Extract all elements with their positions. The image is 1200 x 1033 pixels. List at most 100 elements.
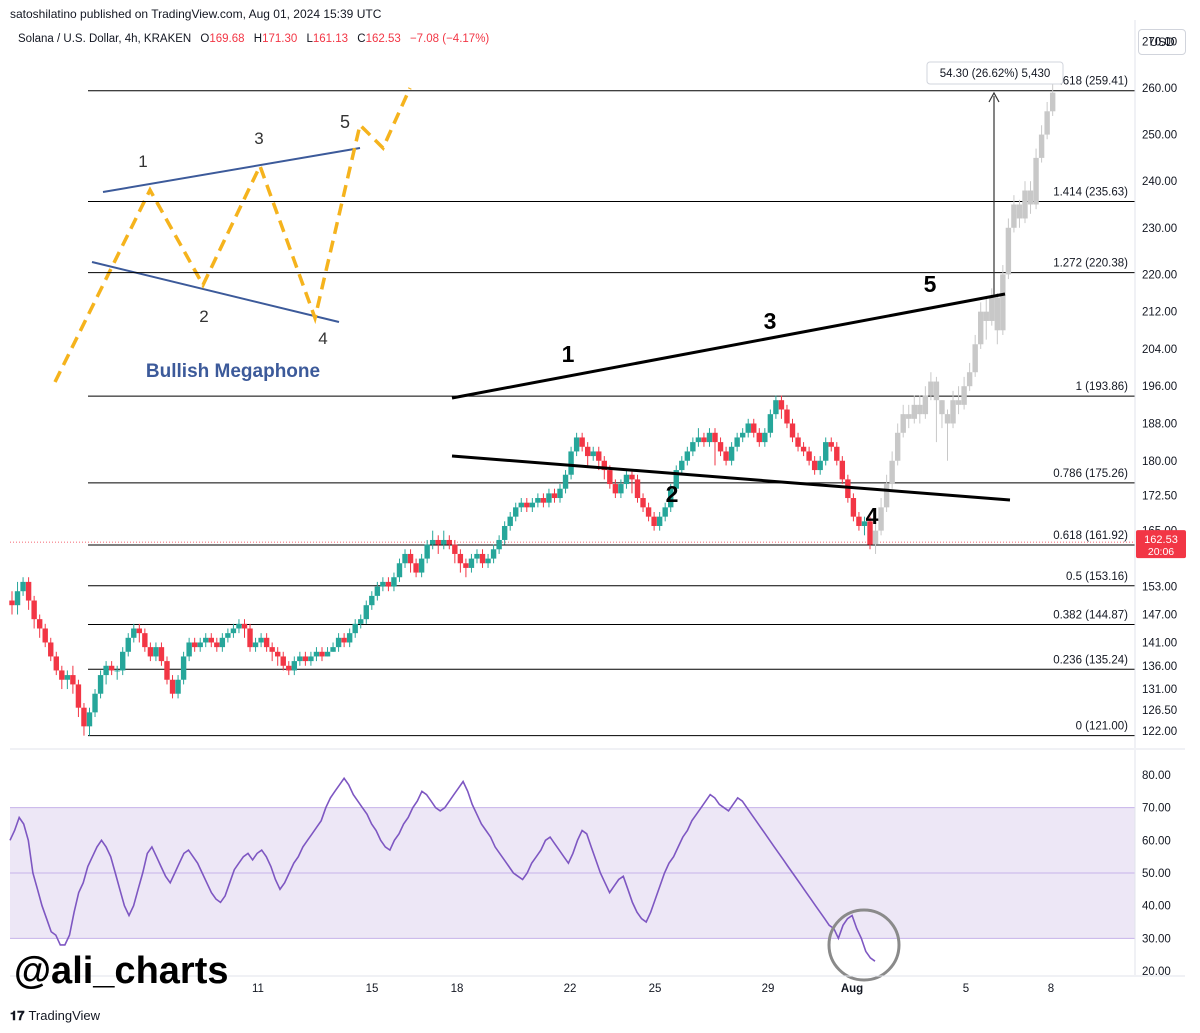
price-candle <box>596 451 602 461</box>
megaphone-lower-line <box>91 261 340 323</box>
price-candle <box>701 437 707 443</box>
price-candle <box>407 553 414 564</box>
fib-label: 1 (193.86) <box>1076 381 1129 393</box>
currency-button[interactable]: USD <box>1138 29 1186 55</box>
projection-candle <box>978 311 984 345</box>
last-price-value: 162.53 <box>1144 534 1178 546</box>
publisher-info: satoshilatino published on TradingView.c… <box>10 7 382 21</box>
projection-candle <box>894 432 901 461</box>
price-tick-label: 141.00 <box>1142 637 1177 649</box>
price-candle <box>629 474 635 480</box>
megaphone-upper-line <box>102 147 361 193</box>
author-watermark: @ali_charts <box>14 950 229 992</box>
price-candle <box>396 563 403 578</box>
price-candle <box>385 581 392 587</box>
projection-candle <box>928 381 934 396</box>
price-candle <box>275 651 281 657</box>
projection-candle <box>1022 190 1028 219</box>
rsi-tick-label: 70.00 <box>1142 803 1171 815</box>
price-candle <box>346 633 353 643</box>
tradingview-logo[interactable]: 𝟏𝟕 TradingView <box>10 1008 100 1024</box>
price-candle <box>513 507 519 517</box>
price-candle <box>479 553 486 564</box>
price-candle <box>374 586 381 596</box>
price-candle <box>712 432 718 443</box>
price-tick-label: 220.00 <box>1142 269 1177 281</box>
time-tick-label: 15 <box>366 983 379 995</box>
price-candle <box>324 651 331 657</box>
price-candle <box>36 619 43 629</box>
price-candle <box>20 581 26 592</box>
price-candle <box>856 516 862 526</box>
price-candle <box>778 400 785 410</box>
price-candle <box>9 600 15 606</box>
price-candle <box>784 409 790 424</box>
price-tick-label: 204.00 <box>1142 344 1177 356</box>
price-candle <box>352 623 358 634</box>
price-candle <box>252 642 259 648</box>
price-candles <box>9 395 873 736</box>
symbol-legend: Solana / U.S. Dollar, 4h, KRAKEN O169.68… <box>18 33 489 45</box>
price-candle <box>75 684 82 708</box>
price-candle <box>313 651 320 657</box>
time-tick-label: 8 <box>1048 983 1054 995</box>
price-candle <box>645 507 652 517</box>
high-value: 171.30 <box>262 33 298 45</box>
price-candle <box>341 637 347 643</box>
wave-label-1: 1 <box>562 341 575 367</box>
time-axis: 11 15 18 22 25 29 Aug 5 8 <box>10 975 1185 995</box>
price-candle <box>153 647 159 657</box>
projection-candle <box>1011 204 1017 228</box>
price-candle <box>518 502 524 508</box>
fib-label: 0.786 (175.26) <box>1053 468 1128 480</box>
price-candle <box>634 479 641 499</box>
price-candle <box>280 656 286 666</box>
price-candle <box>811 460 818 471</box>
price-candle <box>236 623 242 629</box>
projection-candle <box>1049 92 1056 112</box>
price-tick-label: 188.00 <box>1142 418 1177 430</box>
price-candle <box>612 484 619 494</box>
projection-candle <box>878 507 884 531</box>
price-candle <box>452 544 458 554</box>
price-candle <box>48 642 54 657</box>
price-candle <box>164 661 170 680</box>
price-tick-label: 136.00 <box>1142 661 1177 673</box>
price-candle <box>762 432 768 443</box>
projection-candle <box>906 414 912 419</box>
price-candle <box>42 628 48 643</box>
measure-label: 54.30 (26.62%) 5,430 <box>940 68 1051 80</box>
bullish-megaphone-illustration: 1 2 3 4 5 Bullish Megaphone <box>53 87 412 383</box>
price-candle <box>186 642 192 657</box>
rsi-panel: 20.00 30.00 40.00 50.00 60.00 70.00 80.00 <box>9 750 1171 982</box>
price-tick-label: 180.00 <box>1142 456 1177 468</box>
price-candle <box>861 521 868 526</box>
projection-candle <box>955 400 962 405</box>
projection-candle <box>989 297 995 321</box>
price-candle <box>214 642 220 648</box>
measure-arrowhead <box>988 91 1000 103</box>
measure-label-box <box>926 61 1064 85</box>
price-candle <box>767 414 774 433</box>
projection-candle <box>1044 111 1050 135</box>
price-candle <box>97 675 104 694</box>
price-tick-label: 230.00 <box>1142 223 1177 235</box>
megaphone-zigzag-path <box>53 87 412 383</box>
high-label: H <box>253 33 263 45</box>
open-value: 169.68 <box>209 33 245 45</box>
time-tick-label: 11 <box>252 983 264 995</box>
projection-candle <box>1016 204 1023 219</box>
last-price-badge <box>1136 530 1186 559</box>
projection-candle <box>983 311 989 321</box>
price-candle <box>834 446 840 461</box>
price-candle <box>706 432 713 443</box>
fib-label: 0.618 (161.92) <box>1053 530 1128 542</box>
price-candle <box>800 446 807 452</box>
price-tick-label: 260.00 <box>1142 83 1177 95</box>
price-candle <box>723 451 729 461</box>
wave-label-5: 5 <box>924 271 937 297</box>
price-candle <box>623 474 630 485</box>
projection-candle <box>872 530 879 545</box>
change-value: −7.08 (−4.17%) <box>409 33 490 45</box>
